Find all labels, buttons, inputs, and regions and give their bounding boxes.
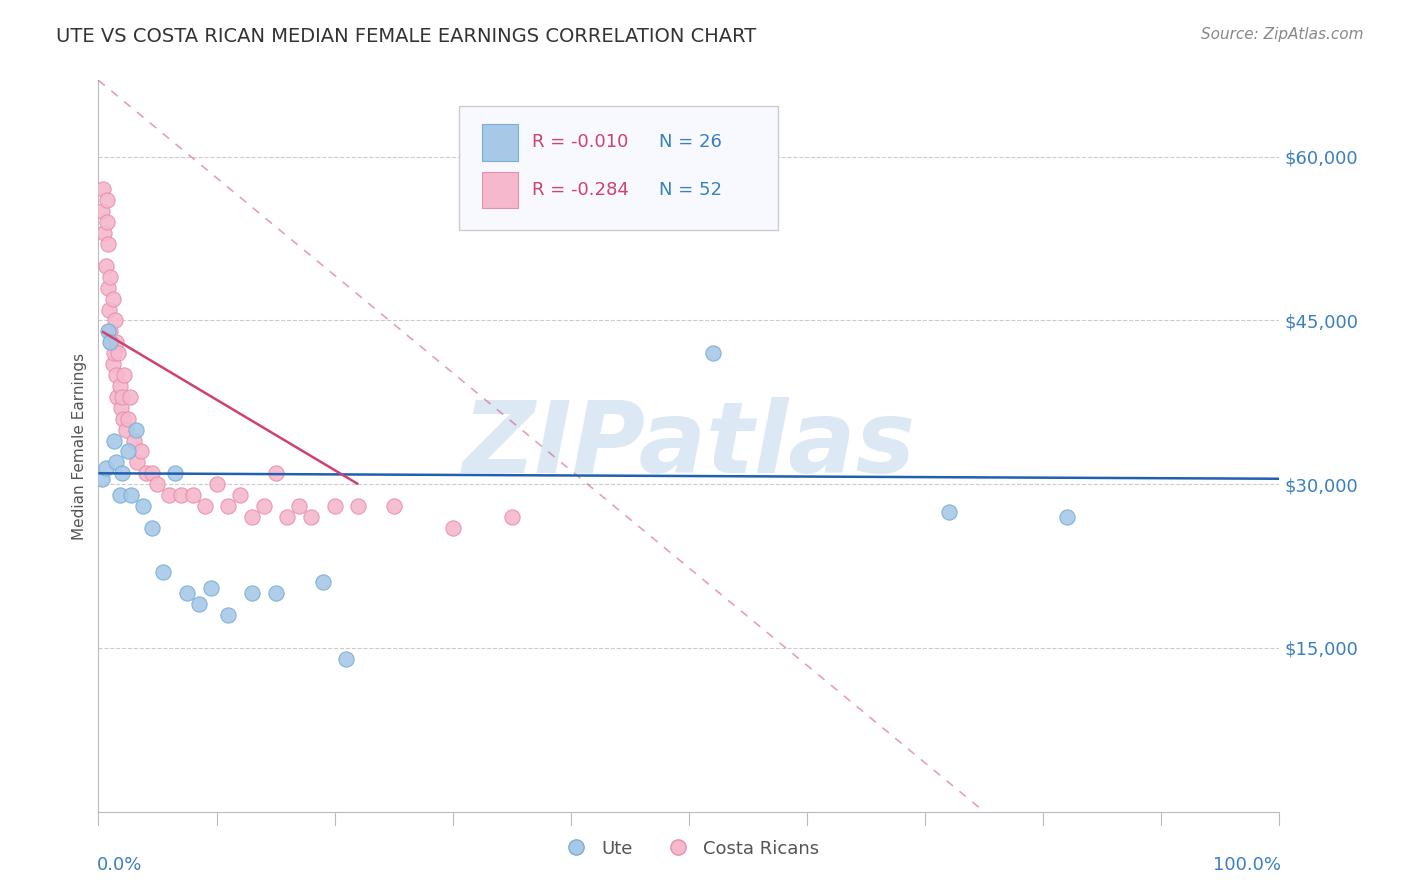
Point [205, 477, 228, 491]
Point [104, 313, 127, 327]
Point [97, 281, 120, 295]
Point [127, 455, 149, 469]
Point [299, 510, 322, 524]
Y-axis label: Median Female Earnings: Median Female Earnings [72, 352, 87, 540]
Text: N = 26: N = 26 [659, 134, 723, 152]
Point [264, 467, 287, 481]
Point [114, 423, 136, 437]
Point [157, 488, 180, 502]
Point [91, 182, 114, 196]
Point [105, 455, 128, 469]
Point [105, 390, 128, 404]
Text: 100.0%: 100.0% [1212, 855, 1281, 873]
Point [170, 488, 193, 502]
Point [125, 423, 148, 437]
Point [96, 194, 118, 208]
Point [107, 346, 129, 360]
Point [105, 335, 128, 350]
Point [117, 411, 139, 425]
Point [441, 521, 464, 535]
Point [217, 499, 239, 513]
Text: R = -0.010: R = -0.010 [531, 134, 628, 152]
Point [120, 390, 142, 404]
Point [702, 346, 724, 360]
FancyBboxPatch shape [482, 124, 517, 161]
Point [152, 565, 174, 579]
Point [112, 411, 135, 425]
Point [110, 401, 132, 415]
Point [96, 215, 118, 229]
FancyBboxPatch shape [482, 171, 517, 209]
Point [98, 324, 121, 338]
Point [200, 581, 222, 595]
Text: ZIPatlas: ZIPatlas [463, 398, 915, 494]
Point [217, 608, 239, 623]
Point [98, 335, 121, 350]
Point [121, 488, 143, 502]
Point [105, 368, 128, 382]
Point [112, 368, 135, 382]
Point [141, 467, 163, 481]
Legend: Ute, Costa Ricans: Ute, Costa Ricans [551, 832, 827, 865]
Point [146, 477, 169, 491]
Point [101, 357, 124, 371]
Point [103, 434, 125, 448]
Point [187, 597, 209, 611]
Point [229, 488, 252, 502]
Point [97, 324, 120, 338]
Point [97, 237, 120, 252]
Point [91, 472, 114, 486]
Point [501, 510, 523, 524]
Point [1056, 510, 1078, 524]
Point [253, 499, 276, 513]
Point [94, 259, 117, 273]
Point [276, 510, 298, 524]
Point [312, 575, 335, 590]
Point [129, 444, 152, 458]
Text: R = -0.284: R = -0.284 [531, 181, 628, 199]
Text: UTE VS COSTA RICAN MEDIAN FEMALE EARNINGS CORRELATION CHART: UTE VS COSTA RICAN MEDIAN FEMALE EARNING… [56, 27, 756, 45]
Point [176, 586, 198, 600]
Point [938, 504, 960, 518]
Point [165, 467, 187, 481]
Point [240, 586, 263, 600]
Point [264, 586, 287, 600]
Point [101, 292, 124, 306]
Point [347, 499, 370, 513]
Text: 0.0%: 0.0% [97, 855, 142, 873]
Point [117, 444, 139, 458]
Point [111, 467, 134, 481]
Text: Source: ZipAtlas.com: Source: ZipAtlas.com [1201, 27, 1364, 42]
Point [194, 499, 217, 513]
Point [111, 390, 134, 404]
Point [93, 226, 115, 240]
Point [335, 652, 357, 666]
Point [382, 499, 405, 513]
FancyBboxPatch shape [458, 106, 778, 230]
Point [141, 521, 163, 535]
Point [94, 460, 117, 475]
Point [98, 269, 121, 284]
Point [135, 467, 157, 481]
Point [91, 204, 114, 219]
Point [103, 346, 125, 360]
Point [240, 510, 263, 524]
Point [108, 379, 131, 393]
Point [100, 335, 122, 350]
Point [108, 488, 131, 502]
Text: N = 52: N = 52 [659, 181, 723, 199]
Point [323, 499, 346, 513]
Point [98, 302, 121, 317]
Point [122, 434, 145, 448]
Point [132, 499, 155, 513]
Point [288, 499, 311, 513]
Point [181, 488, 204, 502]
